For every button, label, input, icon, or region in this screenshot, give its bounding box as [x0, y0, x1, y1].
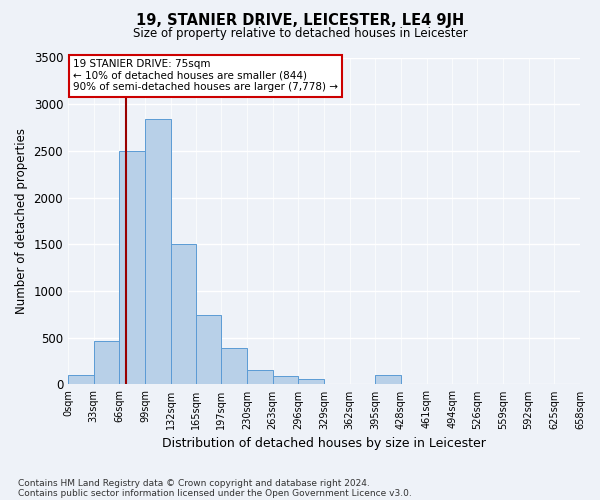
- Bar: [94, 342, 119, 384]
- Text: 19, STANIER DRIVE, LEICESTER, LE4 9JH: 19, STANIER DRIVE, LEICESTER, LE4 9JH: [136, 12, 464, 28]
- Bar: [145, 119, 171, 384]
- Text: Contains HM Land Registry data © Crown copyright and database right 2024.: Contains HM Land Registry data © Crown c…: [18, 478, 370, 488]
- Text: 19 STANIER DRIVE: 75sqm
← 10% of detached houses are smaller (844)
90% of semi-d: 19 STANIER DRIVE: 75sqm ← 10% of detache…: [73, 59, 338, 92]
- Text: Size of property relative to detached houses in Leicester: Size of property relative to detached ho…: [133, 28, 467, 40]
- Y-axis label: Number of detached properties: Number of detached properties: [15, 128, 28, 314]
- Bar: [247, 370, 272, 384]
- Text: Contains public sector information licensed under the Open Government Licence v3: Contains public sector information licen…: [18, 488, 412, 498]
- Bar: [68, 375, 94, 384]
- Bar: [221, 348, 247, 385]
- Bar: [171, 244, 196, 384]
- Bar: [376, 375, 401, 384]
- X-axis label: Distribution of detached houses by size in Leicester: Distribution of detached houses by size …: [162, 437, 486, 450]
- Bar: [119, 151, 145, 384]
- Bar: [272, 376, 298, 384]
- Bar: [298, 379, 324, 384]
- Bar: [196, 316, 221, 384]
